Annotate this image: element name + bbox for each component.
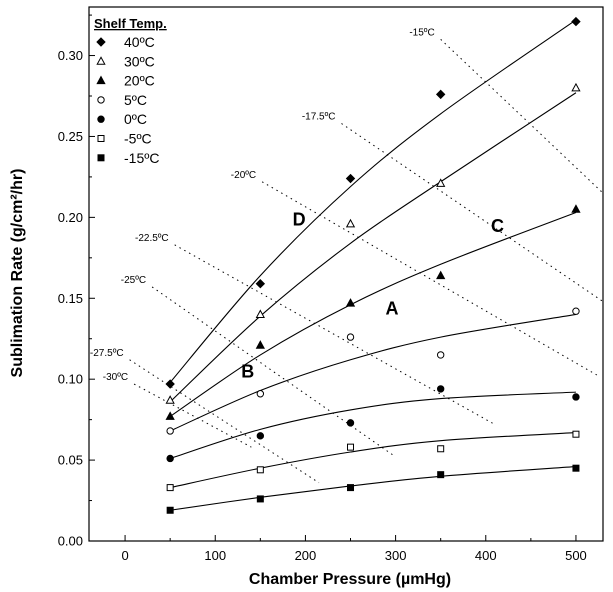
- data-point: [255, 340, 265, 349]
- region-label: A: [385, 298, 398, 318]
- data-point: [345, 298, 356, 307]
- x-tick-label: 500: [565, 548, 587, 563]
- fit-curve: [169, 313, 577, 432]
- data-point: [165, 379, 175, 389]
- data-points: [165, 16, 581, 514]
- data-point: [571, 82, 581, 92]
- isotherm-label: -20ºC: [231, 170, 256, 181]
- legend-entry: -15ºC: [124, 150, 159, 166]
- region-label: C: [491, 216, 504, 236]
- region-label: D: [293, 209, 306, 229]
- region-label: B: [241, 362, 254, 382]
- data-point: [166, 427, 174, 435]
- isotherm-label: -15ºC: [409, 27, 434, 38]
- y-tick-label: 0.30: [58, 48, 83, 63]
- y-tick-label: 0.25: [58, 129, 83, 144]
- isotherm-label: -22.5ºC: [135, 233, 169, 244]
- data-point: [166, 506, 174, 514]
- y-tick-label: 0.05: [58, 453, 83, 468]
- data-point: [346, 333, 355, 341]
- x-tick-label: 0: [121, 548, 128, 563]
- data-point: [255, 309, 265, 318]
- data-point: [572, 393, 580, 401]
- x-tick-label: 200: [295, 548, 317, 563]
- data-point: [572, 430, 580, 438]
- data-point: [571, 204, 581, 213]
- data-point: [572, 464, 580, 472]
- y-tick-label: 0.15: [58, 291, 83, 306]
- legend-entry: 20ºC: [124, 73, 155, 89]
- isotherm-line: [133, 383, 252, 448]
- legend-marker: [96, 37, 106, 47]
- isotherm-line: [261, 181, 599, 377]
- data-point: [256, 432, 265, 440]
- data-point: [436, 351, 445, 359]
- legend-entry: 40ºC: [124, 34, 155, 50]
- data-point: [436, 270, 446, 280]
- x-tick-label: 100: [204, 548, 226, 563]
- legend-entry: -5ºC: [124, 131, 152, 147]
- isotherm-label: -27.5ºC: [90, 348, 124, 359]
- isotherm-line: [341, 123, 604, 302]
- data-point: [256, 390, 265, 398]
- fit-curve: [169, 92, 577, 403]
- legend-entry: 30ºC: [124, 53, 155, 69]
- x-tick-label: 400: [475, 548, 497, 563]
- fit-curve: [169, 391, 576, 459]
- fit-curve: [169, 211, 577, 417]
- isotherm-line: [174, 244, 496, 425]
- legend-marker: [96, 75, 106, 85]
- data-point: [255, 279, 266, 289]
- data-point: [166, 484, 174, 492]
- region-labels: D A C B: [241, 209, 504, 381]
- fit-curve: [169, 19, 577, 383]
- data-point: [347, 443, 355, 451]
- axes: 0 100 200 300 400 500 0.00 0.05 0.10 0.15 0.20 0.25…: [58, 6, 604, 563]
- data-point: [436, 385, 445, 393]
- data-point: [166, 454, 174, 463]
- data-point: [346, 419, 355, 427]
- fit-curve: [170, 466, 576, 511]
- data-point: [436, 178, 446, 187]
- isotherm-label: -17.5ºC: [302, 112, 336, 123]
- data-point: [571, 16, 581, 27]
- fit-curve: [170, 432, 576, 489]
- legend-title: Shelf Temp.: [94, 16, 167, 31]
- isotherm-label: -25ºC: [121, 275, 146, 286]
- legend-marker: [97, 154, 105, 162]
- isotherm-lines: -15ºC -17.5ºC -20ºC -22.5ºC -25ºC -27.5ºC -30º…: [90, 27, 604, 484]
- x-axis-label: Chamber Pressure (µmHg): [249, 571, 451, 588]
- data-point: [437, 445, 445, 453]
- x-tick-label: 300: [385, 548, 407, 563]
- data-point: [256, 466, 264, 474]
- legend-entry: 0ºC: [124, 111, 147, 127]
- data-point: [572, 307, 580, 315]
- legend: 40ºC 30ºC 20ºC 5ºC 0ºC -5ºC -15ºC: [96, 34, 159, 166]
- y-axis-label: Sublimation Rate (g/cm²/hr): [9, 169, 26, 378]
- isotherm-line: [129, 359, 320, 484]
- legend-marker: [97, 96, 105, 104]
- y-tick-label: 0.00: [58, 534, 83, 549]
- y-tick-label: 0.10: [58, 372, 83, 387]
- legend-entry: 5ºC: [124, 92, 147, 108]
- data-point: [435, 89, 446, 100]
- data-point: [437, 471, 445, 479]
- data-point: [345, 218, 356, 228]
- fit-curves: [169, 19, 577, 511]
- isotherm-label: -30ºC: [103, 372, 128, 383]
- data-point: [165, 411, 175, 420]
- isotherm-line: [151, 286, 396, 458]
- data-point: [165, 395, 175, 404]
- data-point: [345, 173, 356, 184]
- plot-frame: [88, 6, 604, 542]
- legend-marker: [96, 56, 106, 65]
- data-point: [256, 495, 264, 503]
- legend-marker: [97, 135, 105, 142]
- y-tick-label: 0.20: [58, 210, 83, 225]
- isotherm-line: [440, 39, 604, 194]
- legend-marker: [97, 115, 105, 123]
- data-point: [347, 484, 355, 492]
